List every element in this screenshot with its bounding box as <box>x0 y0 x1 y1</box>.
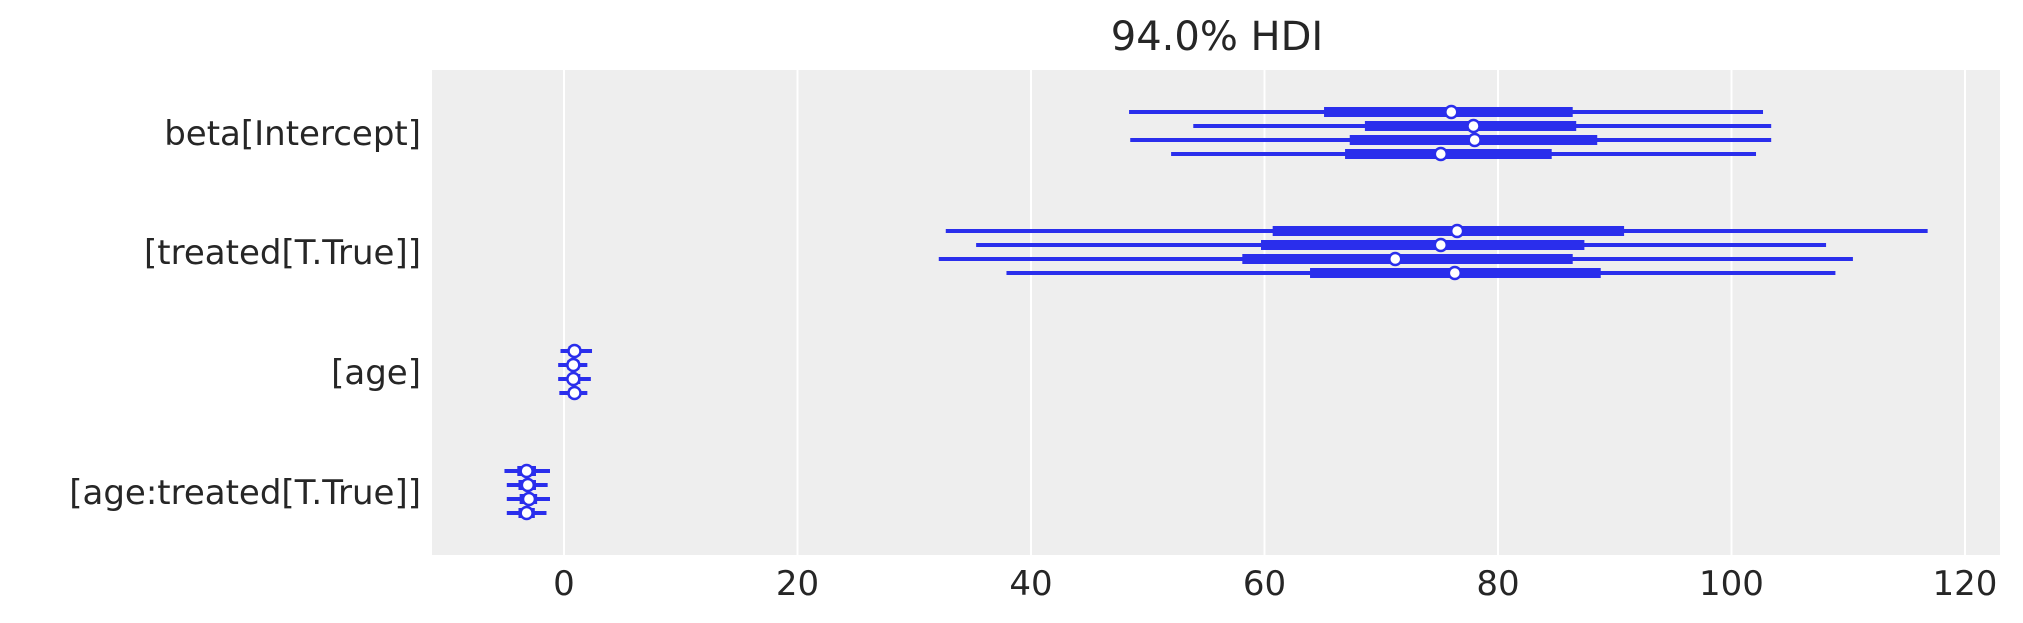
median-point <box>1444 104 1459 120</box>
y-tick-label: [treated[T.True]] <box>144 233 421 273</box>
median-point <box>567 343 582 359</box>
median-point <box>566 357 581 373</box>
x-tick-label: 100 <box>1699 564 1764 604</box>
chart-title: 94.0% HDI <box>1111 14 1323 60</box>
median-point <box>1433 237 1449 253</box>
median-point <box>1447 265 1463 281</box>
y-tick-label: [age] <box>331 353 421 393</box>
median-point <box>519 463 534 479</box>
median-point <box>1449 223 1465 239</box>
x-tick-label: 40 <box>1009 564 1052 604</box>
x-tick-label: 0 <box>553 564 575 604</box>
median-point <box>520 477 536 493</box>
x-tick-label: 120 <box>1933 564 1998 604</box>
x-tick-label: 80 <box>1476 564 1519 604</box>
plot-area <box>432 70 2000 555</box>
x-tick-label: 20 <box>776 564 819 604</box>
median-point <box>567 385 582 401</box>
median-point <box>1388 251 1403 267</box>
median-point <box>1466 118 1481 134</box>
x-tick-label: 60 <box>1243 564 1286 604</box>
median-point <box>566 371 581 387</box>
median-point <box>521 491 537 507</box>
y-tick-label: beta[Intercept] <box>164 114 421 154</box>
median-point <box>1467 132 1482 148</box>
median-point <box>519 505 534 521</box>
median-point <box>1433 146 1449 162</box>
y-tick-label: [age:treated[T.True]] <box>69 473 421 513</box>
